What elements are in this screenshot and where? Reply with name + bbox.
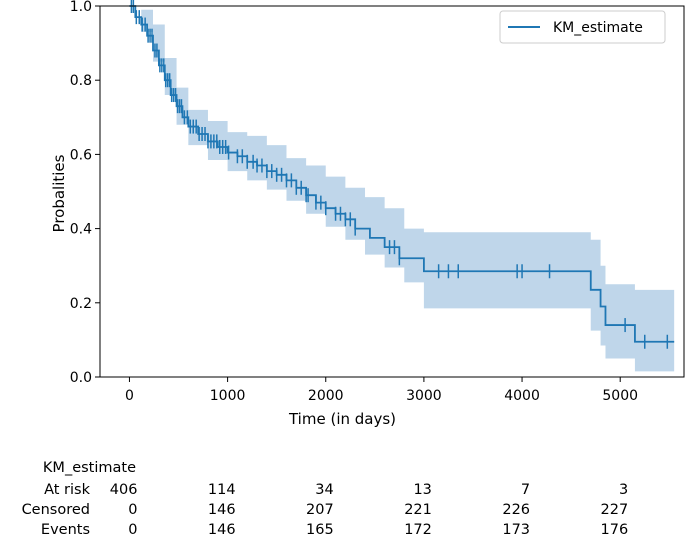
risk-cell: 226	[502, 502, 530, 518]
legend-box	[499, 10, 666, 44]
risk-cell: 114	[208, 482, 236, 498]
y-tick-label: 0.0	[70, 370, 92, 386]
y-axis-ticks: 0.0 0.2 0.4 0.6 0.8 1.0	[70, 0, 100, 386]
legend: KM_estimate	[499, 10, 666, 44]
x-tick-label: 5000	[602, 388, 638, 404]
risk-cell: 146	[208, 502, 236, 518]
y-axis-label: Probalities	[50, 154, 68, 232]
x-axis-ticks: 0 1000 2000 3000 4000 5000	[125, 377, 638, 404]
risk-cell: 7	[521, 482, 530, 498]
x-axis-label: Time (in days)	[288, 410, 396, 428]
y-tick-label: 0.8	[70, 73, 92, 89]
censor-marks	[130, 0, 669, 349]
risk-cell: 146	[208, 522, 236, 538]
x-tick-label: 0	[125, 388, 134, 404]
risk-cell: 221	[404, 502, 432, 518]
risk-cell: 172	[404, 522, 432, 538]
y-tick-label: 0.2	[70, 296, 92, 312]
risk-cell: 165	[306, 522, 334, 538]
risk-cell: 173	[502, 522, 530, 538]
risk-cell: 207	[306, 502, 334, 518]
risk-cell: 13	[413, 482, 431, 498]
x-tick-label: 3000	[406, 388, 442, 404]
risk-cell: 406	[110, 482, 138, 498]
y-tick-label: 0.4	[70, 222, 92, 238]
y-tick-label: 1.0	[70, 0, 92, 15]
risk-row-label: Censored	[22, 502, 90, 518]
risk-cell: 3	[619, 482, 628, 498]
x-tick-label: 4000	[504, 388, 540, 404]
risk-cell: 227	[601, 502, 629, 518]
risk-cell: 0	[128, 522, 137, 538]
risk-row-label: At risk	[44, 482, 91, 498]
plot-area	[129, 0, 675, 372]
risk-table: KM_estimate At risk 406 114 34 13 7 3 Censored 0…	[22, 460, 629, 538]
legend-entry-km: KM_estimate	[553, 20, 643, 36]
risk-table-title: KM_estimate	[43, 460, 136, 476]
confidence-interval-band	[129, 6, 675, 372]
x-tick-label: 2000	[308, 388, 344, 404]
x-tick-label: 1000	[210, 388, 246, 404]
plot-frame	[99, 5, 685, 378]
y-tick-label: 0.6	[70, 147, 92, 163]
risk-cell: 34	[315, 482, 333, 498]
risk-row-label: Events	[41, 522, 90, 538]
risk-cell: 0	[128, 502, 137, 518]
risk-cell: 176	[601, 522, 629, 538]
